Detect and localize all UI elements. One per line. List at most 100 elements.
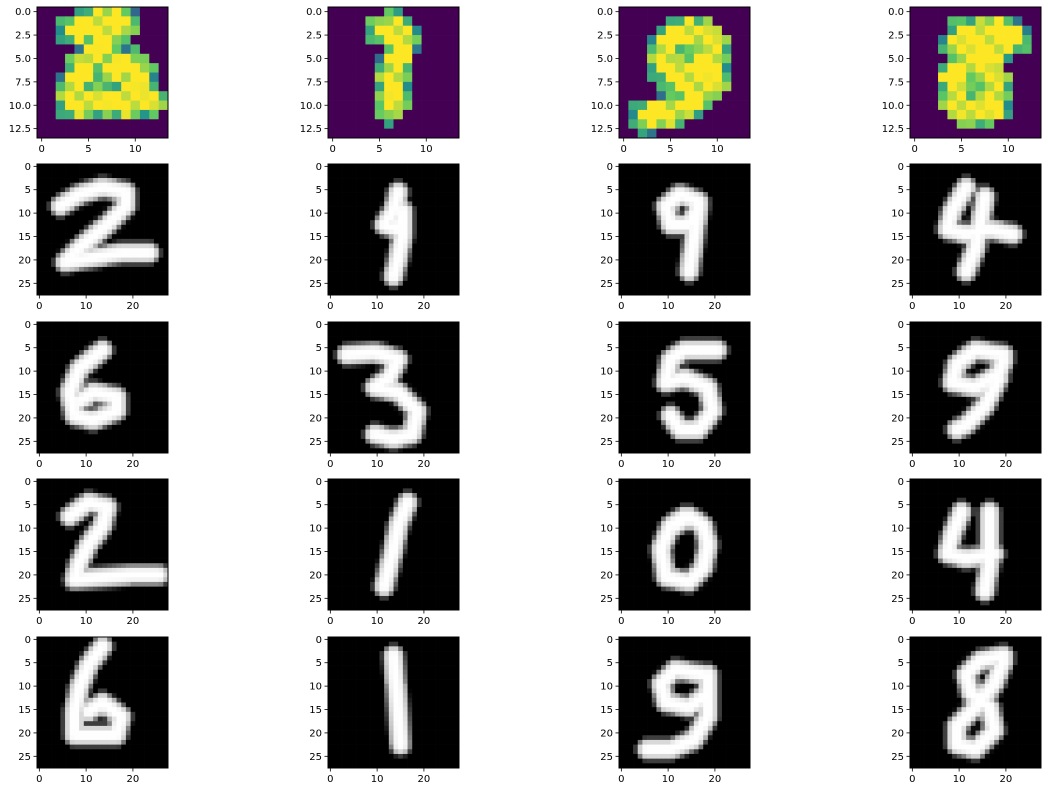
- pixel-cell: [1003, 266, 1009, 272]
- pixel-cell: [332, 192, 338, 198]
- pixel-cell: [379, 322, 385, 328]
- pixel-cell: [689, 187, 695, 193]
- y-tick-label: 0: [25, 320, 31, 331]
- pixel-cell: [384, 234, 390, 240]
- pixel-cell: [65, 354, 71, 360]
- pixel-cell: [956, 7, 967, 17]
- pixel-cell: [79, 248, 85, 254]
- pixel-cell: [684, 16, 695, 27]
- pixel-cell: [717, 215, 723, 221]
- pixel-cell: [1003, 7, 1014, 17]
- pixel-cell: [675, 100, 685, 111]
- pixel-cell: [83, 410, 89, 416]
- pixel-cell: [139, 210, 145, 216]
- pixel-cell: [351, 224, 357, 230]
- pixel-cell: [116, 285, 122, 291]
- pixel-cell: [430, 234, 436, 240]
- pixel-cell: [388, 326, 394, 332]
- pixel-cell: [135, 248, 141, 254]
- pixel-cell: [111, 252, 117, 258]
- pixel-cell: [910, 201, 916, 207]
- pixel-cell: [956, 196, 962, 202]
- pixel-cell: [365, 25, 376, 36]
- pixel-cell: [153, 168, 159, 174]
- pixel-cell: [726, 220, 732, 226]
- pixel-cell: [65, 350, 71, 356]
- pixel-cell: [933, 285, 939, 291]
- pixel-cell: [970, 243, 976, 249]
- pixel-cell: [998, 262, 1004, 268]
- pixel-cell: [661, 178, 667, 184]
- pixel-cell: [975, 234, 981, 240]
- pixel-cell: [393, 63, 404, 73]
- pixel-cell: [919, 206, 925, 212]
- pixel-cell: [975, 128, 986, 139]
- pixel-cell: [628, 266, 634, 272]
- pixel-cell: [374, 285, 380, 291]
- pixel-cell: [1022, 100, 1032, 111]
- pixel-cell: [65, 420, 71, 426]
- pixel-cell: [975, 81, 986, 92]
- pixel-cell: [88, 290, 94, 296]
- pixel-cell: [712, 285, 718, 291]
- pixel-cell: [717, 238, 723, 244]
- pixel-cell: [665, 206, 671, 212]
- pixel-cell: [952, 173, 958, 179]
- pixel-cell: [689, 252, 695, 258]
- pixel-cell: [74, 368, 80, 374]
- pixel-cell: [153, 438, 159, 444]
- pixel-cell: [111, 220, 117, 226]
- pixel-cell: [924, 206, 930, 212]
- pixel-cell: [712, 91, 723, 101]
- pixel-cell: [402, 72, 413, 83]
- pixel-cell: [956, 164, 962, 170]
- pixel-cell: [961, 164, 967, 170]
- pixel-cell: [656, 25, 667, 36]
- pixel-cell: [679, 266, 685, 272]
- pixel-cell: [975, 215, 981, 221]
- pixel-cell: [370, 182, 376, 188]
- pixel-cell: [947, 16, 958, 27]
- pixel-cell: [984, 192, 990, 198]
- pixel-cell: [342, 285, 348, 291]
- pixel-cell: [88, 415, 94, 421]
- y-tick-label: 5.0: [306, 54, 322, 65]
- pixel-cell: [41, 243, 47, 249]
- pixel-cell: [942, 285, 948, 291]
- pixel-cell: [158, 266, 164, 272]
- pixel-cell: [51, 326, 57, 332]
- pixel-cell: [440, 276, 446, 282]
- pixel-cell: [1022, 271, 1028, 277]
- pixel-cell: [102, 322, 108, 328]
- pixel-cell: [60, 290, 66, 296]
- pixel-cell: [121, 410, 127, 416]
- pixel-cell: [633, 192, 639, 198]
- pixel-cell: [130, 81, 141, 92]
- pixel-cell: [139, 271, 145, 277]
- pixel-cell: [689, 164, 695, 170]
- pixel-cell: [149, 280, 155, 286]
- pixel-cell: [342, 229, 348, 235]
- y-tick-label: 10.0: [882, 101, 904, 112]
- pixel-cell: [740, 201, 746, 207]
- pixel-cell: [693, 248, 699, 254]
- pixel-cell: [910, 266, 916, 272]
- pixel-cell: [924, 252, 930, 258]
- pixel-cell: [642, 210, 648, 216]
- pixel-cell: [121, 238, 127, 244]
- pixel-cell: [374, 192, 380, 198]
- pixel-cell: [952, 248, 958, 254]
- y-tick-label: 5.0: [15, 54, 31, 65]
- pixel-cell: [984, 290, 990, 296]
- pixel-cell: [41, 424, 47, 430]
- pixel-cell: [111, 16, 122, 27]
- pixel-cell: [153, 424, 159, 430]
- pixel-cell: [102, 243, 108, 249]
- pixel-cell: [149, 322, 155, 328]
- pixel-cell: [684, 206, 690, 212]
- pixel-cell: [745, 271, 751, 277]
- pixel-cell: [735, 234, 741, 240]
- pixel-cell: [956, 248, 962, 254]
- pixel-cell: [342, 336, 348, 342]
- pixel-cell: [407, 257, 413, 263]
